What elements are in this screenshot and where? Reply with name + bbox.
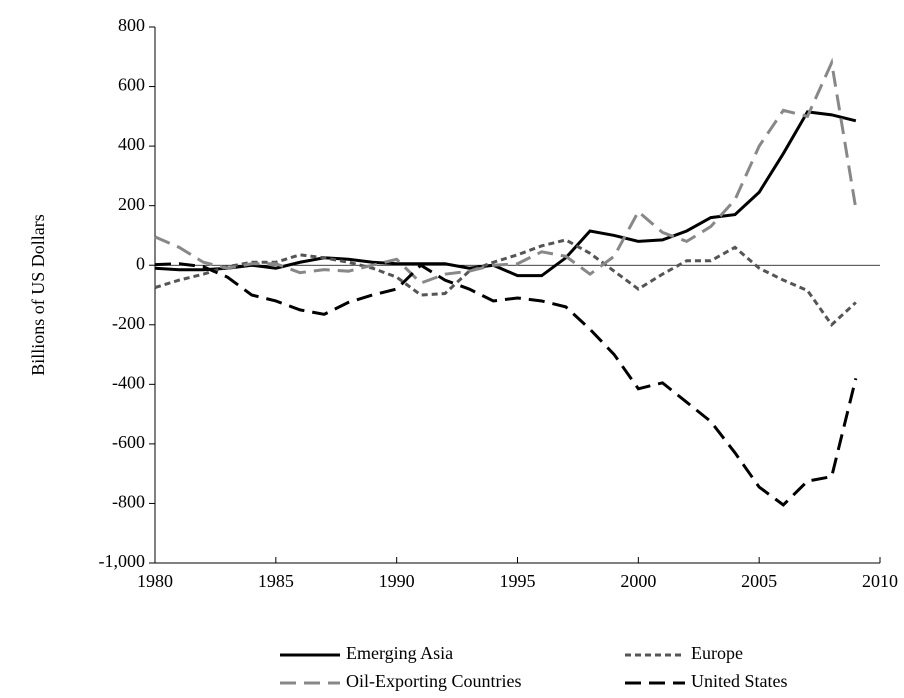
x-tick-label: 2010 [862,571,898,591]
series-line [154,110,857,278]
x-tick-label: 1980 [137,571,173,591]
legend-label: Europe [691,643,743,663]
series-line [154,262,858,507]
x-tick-label: 2005 [741,571,777,591]
y-tick-label: 0 [136,253,145,273]
y-tick-label: -400 [112,372,145,392]
y-tick-label: -1,000 [99,551,146,571]
y-tick-label: 800 [118,15,145,35]
y-tick-label: 600 [118,75,145,95]
y-tick-label: -800 [112,492,145,512]
x-tick-label: 2000 [620,571,656,591]
x-tick-label: 1995 [500,571,536,591]
y-axis-label: Billions of US Dollars [28,214,48,376]
x-tick-label: 1985 [258,571,294,591]
y-tick-label: -200 [112,313,145,333]
series-line [154,57,858,285]
y-tick-label: -600 [112,432,145,452]
y-tick-label: 400 [118,134,145,154]
legend-label: Emerging Asia [346,643,453,663]
legend-label: Oil-Exporting Countries [346,671,521,691]
x-tick-label: 1990 [379,571,415,591]
y-tick-label: 200 [118,194,145,214]
legend-label: United States [691,671,788,691]
series-line [154,238,857,328]
